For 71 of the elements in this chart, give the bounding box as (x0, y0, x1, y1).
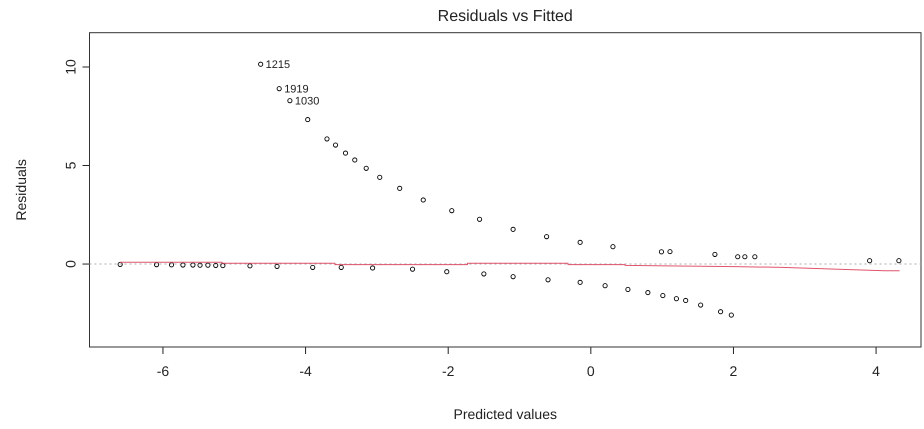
point (867, 258, 872, 264)
point (728, 312, 734, 318)
point (674, 296, 679, 302)
y-tick-label: 5 (62, 161, 78, 170)
point (274, 264, 280, 269)
point (667, 249, 673, 254)
point (742, 254, 748, 260)
point (338, 264, 344, 270)
point (180, 262, 186, 268)
point (544, 234, 550, 240)
point (118, 262, 123, 267)
point (658, 249, 664, 254)
point (645, 290, 650, 296)
point (377, 174, 382, 180)
chart-title: Residuals vs Fitted (438, 8, 573, 25)
x-tick-label: 2 (730, 362, 738, 379)
point (735, 254, 740, 260)
y-axis-title: Residuals (13, 159, 29, 221)
point (197, 262, 203, 268)
point (276, 86, 282, 92)
point (258, 62, 264, 67)
point (660, 293, 666, 298)
point (310, 264, 316, 270)
point (168, 262, 174, 268)
point (625, 286, 630, 292)
point (602, 283, 608, 288)
y-tick-label: 10 (62, 58, 78, 75)
point (410, 266, 416, 272)
point (342, 150, 348, 156)
point (545, 277, 551, 282)
point (352, 157, 358, 163)
annotation: 1919 (284, 84, 309, 96)
point (205, 262, 210, 268)
x-tick-label: -6 (156, 362, 170, 379)
point (449, 208, 454, 214)
point (305, 117, 310, 122)
annotation: 1215 (266, 59, 290, 72)
point (510, 274, 516, 280)
point (896, 258, 902, 264)
point (287, 98, 292, 104)
point (718, 309, 724, 314)
y-tick-label: 0 (62, 260, 78, 268)
x-tick-label: 0 (586, 362, 595, 379)
point (578, 280, 583, 285)
point (444, 269, 450, 274)
point (332, 142, 338, 148)
point (712, 252, 718, 257)
point (477, 216, 482, 222)
point (510, 226, 516, 232)
point (752, 254, 758, 260)
x-tick-label: -4 (299, 362, 312, 379)
point (324, 136, 330, 142)
point (481, 271, 486, 276)
annotation: 1030 (294, 96, 320, 108)
point (247, 263, 253, 268)
point (364, 166, 369, 171)
point (610, 244, 616, 250)
point (683, 298, 688, 304)
point (220, 263, 226, 268)
point (370, 265, 376, 271)
point (213, 262, 218, 268)
line-series (120, 262, 900, 272)
x-tick-label: -2 (442, 362, 455, 379)
point (420, 197, 426, 203)
point (190, 262, 196, 268)
point (154, 262, 160, 268)
point (698, 302, 704, 308)
point (397, 186, 402, 191)
x-tick-label: 4 (872, 362, 880, 379)
point (578, 240, 583, 245)
x-axis-title: Predicted values (453, 406, 558, 422)
